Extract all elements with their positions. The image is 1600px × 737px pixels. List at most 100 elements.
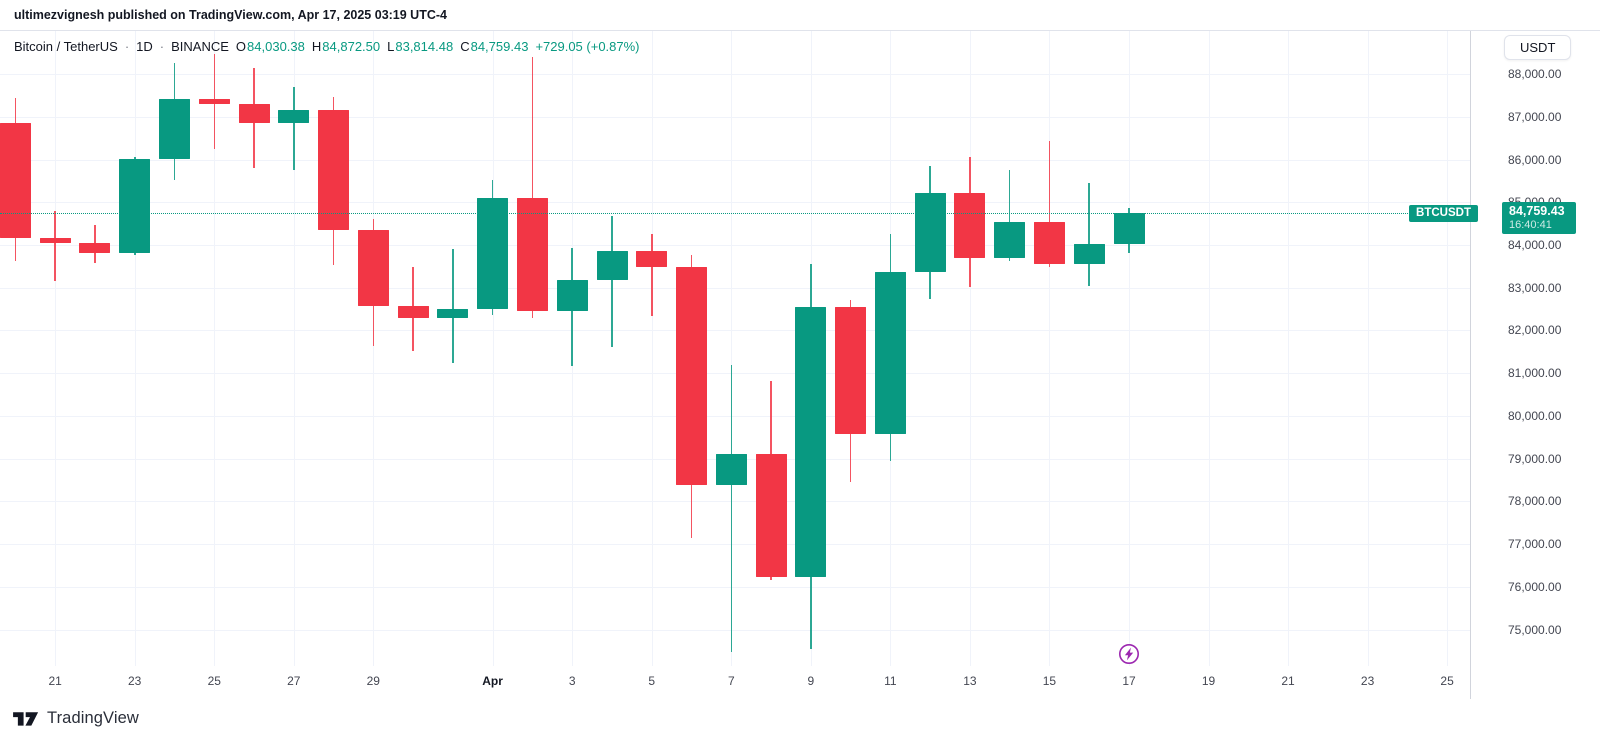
symbol-title[interactable]: Bitcoin / TetherUS (14, 39, 118, 54)
interval-label[interactable]: 1D (136, 39, 153, 54)
price-axis-label: 78,000.00 (1508, 494, 1562, 509)
time-gridline (1049, 31, 1051, 666)
candle-apr-13 (954, 192, 986, 258)
candle-mar-22 (79, 243, 111, 254)
price-gridline (0, 244, 1470, 246)
lightning-icon[interactable] (1118, 643, 1140, 665)
time-axis-label: 9 (807, 674, 815, 688)
price-axis-label: 82,000.00 (1508, 323, 1562, 338)
time-axis-label: 19 (1201, 674, 1216, 688)
time-gridline (1129, 31, 1130, 666)
candle-apr-1 (477, 197, 509, 309)
candle-mar-23 (119, 158, 151, 254)
price-scale[interactable]: USDT 88,000.0087,000.0086,000.0085,000.0… (1470, 31, 1600, 699)
candle-wick-mar-31 (452, 248, 454, 363)
candle-wick-mar-27 (293, 87, 295, 170)
candle-apr-4 (596, 250, 628, 280)
candle-wick-mar-21 (54, 211, 56, 282)
candle-apr-17 (1113, 212, 1145, 244)
candle-apr-12 (914, 192, 946, 272)
time-axis-label: 17 (1122, 674, 1136, 688)
candle-apr-3 (556, 279, 588, 311)
candle-wick-apr-5 (651, 234, 653, 316)
chart-widget: Bitcoin / TetherUS · 1D · BINANCE O84,03… (0, 30, 1600, 700)
candle-apr-10 (835, 306, 867, 434)
candle-wick-apr-2 (531, 56, 534, 318)
price-axis-label: 77,000.00 (1508, 537, 1562, 552)
price-axis-label: 86,000.00 (1508, 152, 1562, 167)
price-gridline (0, 116, 1470, 118)
candle-apr-2 (516, 197, 548, 311)
price-axis-label: 84,000.00 (1508, 237, 1562, 252)
time-axis-label: 23 (1360, 674, 1375, 688)
ohlc-low: L83,814.48 (387, 39, 454, 54)
time-axis-label: 15 (1042, 674, 1057, 688)
price-gridline (0, 287, 1470, 289)
price-gridline (0, 544, 1470, 546)
currency-toggle-button[interactable]: USDT (1504, 35, 1572, 60)
price-gridline (0, 74, 1470, 75)
candle-mar-21 (39, 237, 71, 244)
price-axis-label: 88,000.00 (1508, 67, 1562, 81)
candle-wick-apr-14 (1008, 169, 1011, 261)
exchange-label[interactable]: BINANCE (171, 39, 229, 54)
time-gridline (293, 31, 295, 666)
price-axis-label: 75,000.00 (1508, 622, 1562, 637)
ohlc-open: O84,030.38 (235, 39, 305, 54)
time-axis-label: 21 (48, 674, 62, 688)
candle-apr-15 (1033, 221, 1065, 264)
last-price-value: 84,759.43 (1509, 203, 1565, 218)
bar-countdown: 16:40:41 (1509, 218, 1552, 231)
time-gridline (651, 31, 653, 666)
price-gridline (0, 629, 1470, 631)
ohlc-high: H84,872.50 (311, 39, 381, 54)
publish-header: ultimezvignesh published on TradingView.… (0, 0, 1600, 30)
last-price-line (0, 212, 1470, 214)
time-axis-label: 21 (1281, 674, 1295, 688)
candle-mar-25 (198, 99, 230, 104)
price-gridline (0, 373, 1470, 375)
candle-apr-14 (994, 221, 1026, 258)
time-axis[interactable]: 21 23 25 27 29 Apr 3 5 7 9 11 13 15 17 19 21 23 25 (0, 666, 1470, 699)
price-gridline (0, 202, 1470, 204)
time-gridline (1208, 31, 1210, 666)
time-axis-label: 27 (287, 674, 301, 688)
time-gridline (55, 31, 57, 666)
price-gridline (0, 415, 1470, 417)
candle-mar-28 (318, 110, 350, 230)
time-axis-label: 11 (884, 674, 897, 688)
time-gridline (1288, 31, 1289, 666)
candle-mar-30 (397, 305, 429, 318)
price-gridline (0, 501, 1470, 503)
publish-info-text: ultimezvignesh published on TradingView.… (14, 8, 447, 22)
price-gridline (0, 330, 1470, 332)
time-gridline (731, 31, 733, 666)
candle-wick-apr-16 (1088, 182, 1090, 286)
legend-separator: · (124, 39, 130, 54)
time-axis-label: 23 (128, 674, 142, 688)
chart-plot-area[interactable] (0, 31, 1470, 666)
candle-mar-27 (278, 110, 310, 123)
price-axis-label: 83,000.00 (1508, 280, 1562, 295)
time-axis-label: 3 (568, 674, 576, 688)
candle-mar-29 (357, 229, 389, 306)
tradingview-logo-icon[interactable] (12, 708, 39, 729)
time-gridline (214, 31, 216, 666)
price-axis-label: 87,000.00 (1508, 109, 1562, 124)
time-axis-label: 29 (366, 674, 380, 688)
time-axis-label: 25 (1440, 674, 1454, 688)
price-axis-label: 79,000.00 (1508, 451, 1562, 466)
time-gridline (969, 31, 971, 666)
time-axis-label: 7 (727, 674, 735, 688)
candle-wick-apr-7 (730, 364, 732, 652)
price-axis-label: 76,000.00 (1508, 579, 1562, 594)
price-axis-label: 80,000.00 (1508, 408, 1562, 423)
candle-apr-7 (715, 453, 747, 485)
price-gridline (0, 159, 1470, 161)
symbol-legend: Bitcoin / TetherUS · 1D · BINANCE O84,03… (14, 39, 640, 54)
time-gridline (1447, 31, 1449, 666)
time-axis-label: 13 (963, 674, 977, 688)
candle-apr-6 (676, 267, 707, 485)
last-price-label: 84,759.43 16:40:41 (1502, 201, 1576, 234)
tradingview-brand[interactable]: TradingView (47, 708, 139, 727)
